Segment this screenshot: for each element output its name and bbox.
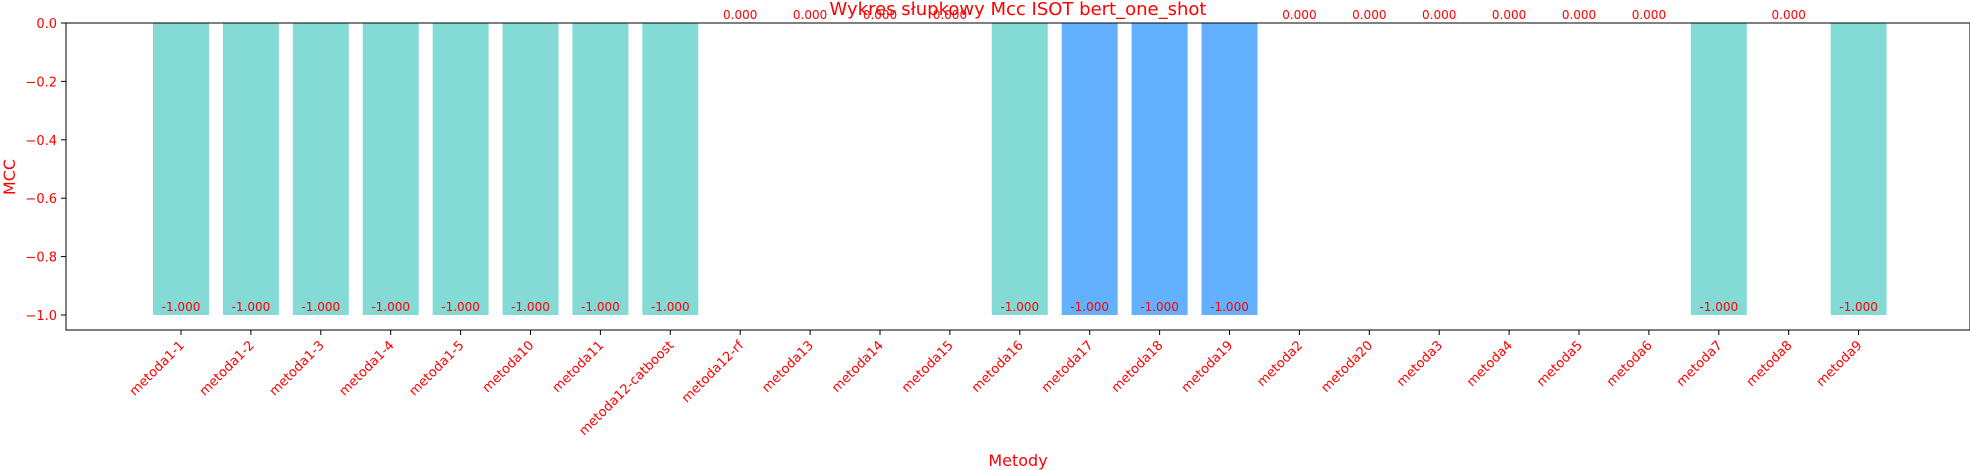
value-label-metoda11: -1.000 (581, 300, 620, 314)
bar-metoda17 (1061, 23, 1118, 315)
value-label-metoda8: 0.000 (1772, 8, 1806, 22)
x-tick-label-metoda5: metoda5 (1534, 338, 1586, 390)
bar-metoda7 (1690, 23, 1747, 315)
value-labels-layer: -1.000 -1.000 -1.000 -1.000 -1.000 -1.000 -1.0… (162, 8, 1878, 314)
plot-frame (65, 22, 1970, 331)
x-tick-label-metoda10: metoda10 (480, 338, 538, 396)
x-tick-label-metoda8: metoda8 (1744, 338, 1796, 390)
y-tick-label-4: −0.8 (25, 251, 57, 266)
x-tick-label-metoda20: metoda20 (1319, 338, 1377, 396)
value-label-metoda1-4: -1.000 (371, 300, 410, 314)
value-label-metoda4: 0.000 (1492, 8, 1526, 22)
x-tick-label-metoda6: metoda6 (1604, 338, 1656, 390)
chart-title: Wykres słupkowy Mcc ISOT bert_one_shot (830, 0, 1207, 20)
y-tick-label-3: −0.6 (25, 192, 57, 207)
bars-layer (153, 23, 1887, 315)
bar-metoda1-4 (362, 23, 419, 315)
value-label-metoda10: -1.000 (511, 300, 550, 314)
value-label-metoda7: -1.000 (1699, 300, 1738, 314)
value-label-metoda6: 0.000 (1632, 8, 1666, 22)
bar-metoda12-catboost (642, 23, 699, 315)
value-label-metoda3: 0.000 (1422, 8, 1456, 22)
x-tick-label-metoda14: metoda14 (829, 338, 887, 396)
y-tick-label-1: −0.2 (25, 75, 57, 90)
x-tick-label-metoda1-5: metoda1-5 (406, 338, 467, 399)
y-tick-label-5: −1.0 (25, 309, 57, 324)
x-tick-label-metoda7: metoda7 (1674, 338, 1726, 390)
value-label-metoda16: -1.000 (1000, 300, 1039, 314)
x-tick-label-metoda17: metoda17 (1039, 338, 1097, 396)
x-axis: metoda1-1 metoda1-2 metoda1-3 metoda1-4 meto… (127, 330, 1866, 439)
value-label-metoda12-catboost: -1.000 (651, 300, 690, 314)
x-tick-label-metoda1-1: metoda1-1 (127, 338, 188, 399)
x-tick-label-metoda1-4: metoda1-4 (337, 338, 398, 399)
bar-metoda10 (502, 23, 559, 315)
bar-metoda16 (991, 23, 1048, 315)
bar-metoda11 (572, 23, 629, 315)
x-tick-label-metoda9: metoda9 (1814, 338, 1866, 390)
value-label-metoda1-1: -1.000 (162, 300, 201, 314)
y-tick-label-0: 0.0 (36, 17, 57, 32)
x-tick-label-metoda19: metoda19 (1179, 338, 1237, 396)
x-tick-label-metoda16: metoda16 (969, 338, 1027, 396)
bar-metoda19 (1201, 23, 1258, 315)
value-label-metoda1-5: -1.000 (441, 300, 480, 314)
value-label-metoda2: 0.000 (1282, 8, 1316, 22)
x-tick-label-metoda2: metoda2 (1254, 338, 1306, 390)
y-axis: 0.0 −0.2 −0.4 −0.6 −0.8 −1.0 (25, 17, 66, 324)
value-label-metoda15: 0.000 (933, 8, 967, 22)
value-label-metoda19: -1.000 (1210, 300, 1249, 314)
value-label-metoda12-rf: 0.000 (723, 8, 757, 22)
x-tick-label-metoda18: metoda18 (1109, 338, 1167, 396)
bar-metoda1-3 (292, 23, 349, 315)
x-tick-label-metoda3: metoda3 (1394, 338, 1446, 390)
x-tick-label-metoda13: metoda13 (759, 338, 817, 396)
bar-metoda1-5 (432, 23, 489, 315)
x-axis-label: Metody (988, 451, 1047, 470)
value-label-metoda14: 0.000 (863, 8, 897, 22)
value-label-metoda13: 0.000 (793, 8, 827, 22)
value-label-metoda17: -1.000 (1070, 300, 1109, 314)
x-tick-label-metoda4: metoda4 (1464, 338, 1516, 390)
x-tick-label-metoda1-3: metoda1-3 (267, 338, 328, 399)
x-tick-label-metoda12-rf: metoda12-rf (679, 338, 747, 406)
x-tick-label-metoda1-2: metoda1-2 (197, 338, 258, 399)
bar-metoda1-2 (222, 23, 279, 315)
y-tick-label-2: −0.4 (25, 134, 57, 149)
bar-metoda18 (1131, 23, 1188, 315)
bar-metoda1-1 (153, 23, 209, 315)
x-tick-label-metoda15: metoda15 (899, 338, 957, 396)
value-label-metoda20: 0.000 (1352, 8, 1386, 22)
value-label-metoda9: -1.000 (1839, 300, 1878, 314)
x-tick-label-metoda11: metoda11 (550, 338, 608, 396)
value-label-metoda18: -1.000 (1140, 300, 1179, 314)
value-label-metoda1-3: -1.000 (301, 300, 340, 314)
y-axis-label: MCC (0, 159, 19, 195)
value-label-metoda1-2: -1.000 (232, 300, 271, 314)
bar-metoda9 (1830, 23, 1887, 315)
value-label-metoda5: 0.000 (1562, 8, 1596, 22)
